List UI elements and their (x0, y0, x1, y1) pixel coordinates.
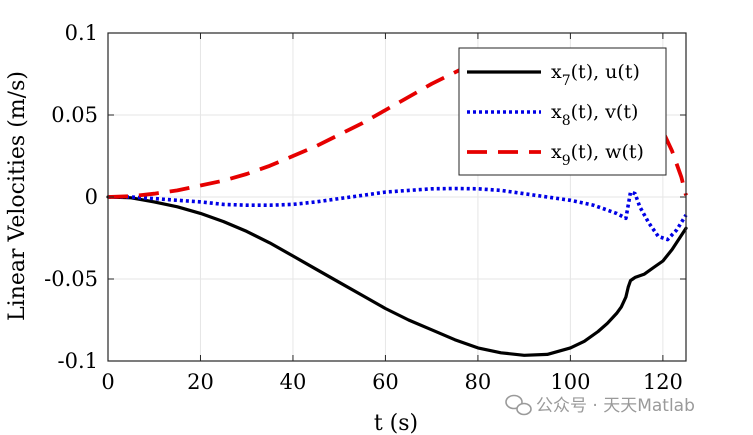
y-tick-label: -0.1 (58, 349, 99, 373)
series-line-2 (108, 186, 688, 242)
x-tick-label: 60 (372, 370, 399, 394)
y-axis-label: Linear Velocities (m/s) (5, 71, 30, 321)
x-tick-label: 20 (187, 370, 214, 394)
wechat-icon (505, 394, 532, 416)
legend-label-3: x9(t), w(t) (551, 141, 644, 169)
legend-label-1: x7(t), u(t) (551, 61, 640, 89)
x-tick-label: 100 (550, 370, 590, 394)
series-layer (106, 47, 688, 357)
x-tick-label: 120 (643, 370, 683, 394)
watermark-text: 公众号 · 天天Matlab (536, 396, 695, 416)
tick-marks (107, 32, 686, 362)
series-line-3 (107, 47, 688, 199)
y-tick-label: 0 (85, 185, 98, 209)
y-tick-label: 0.1 (65, 21, 98, 45)
y-tick-labels: 0.1 0.05 0 -0.05 -0.1 (44, 21, 98, 373)
x-tick-label: 80 (465, 370, 492, 394)
y-tick-label: 0.05 (51, 103, 98, 127)
legend: x7(t), u(t) x8(t), v(t) x9(t), w(t) (458, 47, 667, 176)
legend-label-2: x8(t), v(t) (551, 101, 638, 129)
x-tick-label: 0 (101, 370, 114, 394)
x-axis-label: t (s) (374, 411, 418, 435)
series-line-1 (106, 195, 688, 357)
y-tick-label: -0.05 (44, 267, 98, 291)
watermark: 公众号 · 天天Matlab (505, 394, 695, 416)
x-tick-labels: 0 20 40 60 80 100 120 (101, 370, 683, 394)
x-tick-label: 40 (280, 370, 307, 394)
